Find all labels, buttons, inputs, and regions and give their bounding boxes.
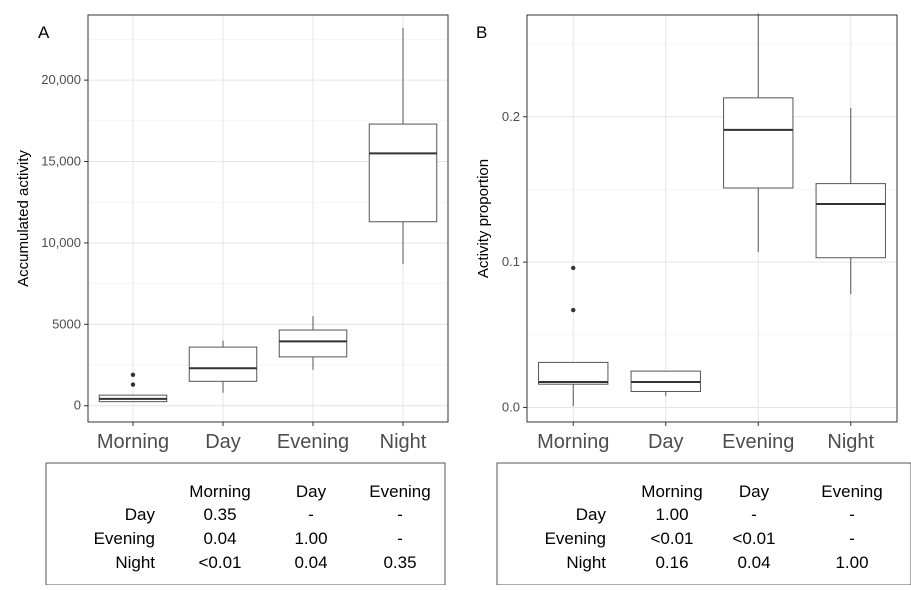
iqr-box: [815, 183, 886, 259]
y-tick-label: 10,000: [41, 235, 81, 250]
table-cell: -: [397, 505, 403, 524]
box-night: [368, 28, 438, 265]
x-tick-label: Day: [205, 431, 241, 453]
box-day: [188, 340, 258, 393]
table-cell: <0.01: [732, 529, 775, 548]
table-header-cell: Day: [739, 482, 770, 501]
x-tick-label: Night: [380, 431, 427, 453]
iqr-box: [723, 97, 794, 189]
iqr-box: [278, 329, 348, 358]
table-header-cell: Evening: [369, 482, 430, 501]
pvalue-table-a: Morning Day Evening Day 0.35 - - Evening 0.04 1.0…: [45, 462, 446, 586]
box-evening: [723, 13, 794, 252]
table-row-label: Night: [115, 553, 155, 572]
iqr-box: [188, 346, 258, 382]
table-cell: -: [308, 505, 314, 524]
plot-border: [87, 14, 449, 423]
x-tick-label: Evening: [277, 431, 349, 453]
y-tick-label: 15,000: [41, 154, 81, 169]
table-row-label: Day: [576, 505, 607, 524]
y-axis-label: Accumulated activity: [15, 150, 32, 287]
x-tick-label: Day: [648, 431, 684, 453]
table-header-cell: Morning: [641, 482, 702, 501]
table-cell: 0.35: [383, 553, 416, 572]
y-tick-label: 0: [74, 398, 81, 413]
y-tick-label: 0.0: [502, 399, 520, 414]
panel-letter: A: [38, 23, 50, 42]
table-cell: 1.00: [294, 529, 327, 548]
table-header-cell: Evening: [821, 482, 882, 501]
box-morning: [538, 265, 609, 407]
iqr-box: [538, 361, 609, 385]
table-cell: -: [751, 505, 757, 524]
x-tick-label: Night: [827, 431, 874, 453]
y-tick-label: 20,000: [41, 72, 81, 87]
table-row-label: Day: [125, 505, 156, 524]
table-cell: -: [397, 529, 403, 548]
table-cell: 0.35: [203, 505, 236, 524]
table-row-label: Evening: [545, 529, 606, 548]
panel-letter: B: [476, 23, 487, 42]
table-row-label: Evening: [94, 529, 155, 548]
table-cell: 0.04: [294, 553, 327, 572]
table-cell: 1.00: [835, 553, 868, 572]
table-cell: 1.00: [655, 505, 688, 524]
box-night: [815, 108, 886, 295]
y-axis-label: Activity proportion: [475, 159, 492, 278]
y-tick-label: 0.1: [502, 254, 520, 269]
table-row-label: Night: [566, 553, 606, 572]
table-cell: 0.04: [737, 553, 770, 572]
box-day: [630, 370, 701, 396]
x-tick-label: Evening: [722, 431, 794, 453]
panel-a: 0 5000 10,000 15,000 20,000 Morning Day Evening…: [15, 14, 449, 453]
table-cell: <0.01: [198, 553, 241, 572]
x-tick-label: Morning: [537, 431, 609, 453]
x-tick-label: Morning: [97, 431, 169, 453]
outlier-point: [130, 372, 136, 377]
pvalue-table-b: Morning Day Evening Day 1.00 - - Evening <0.01 <0…: [496, 462, 911, 586]
table-cell: -: [849, 529, 855, 548]
box-morning: [98, 372, 168, 403]
table-cell: 0.04: [203, 529, 236, 548]
box-evening: [278, 316, 348, 370]
table-header-cell: Morning: [189, 482, 250, 501]
iqr-box: [368, 123, 438, 223]
panel-b: 0.0 0.1 0.2 Morning Day Evening Night B Activity…: [475, 13, 898, 453]
table-cell: -: [849, 505, 855, 524]
plot-border: [526, 14, 898, 423]
y-tick-label: 5000: [52, 316, 81, 331]
table-header-cell: Day: [296, 482, 327, 501]
table-cell: 0.16: [655, 553, 688, 572]
y-tick-label: 0.2: [502, 109, 520, 124]
outlier-point: [571, 265, 576, 271]
outlier-point: [571, 307, 576, 313]
table-cell: <0.01: [650, 529, 693, 548]
outlier-point: [130, 382, 136, 387]
